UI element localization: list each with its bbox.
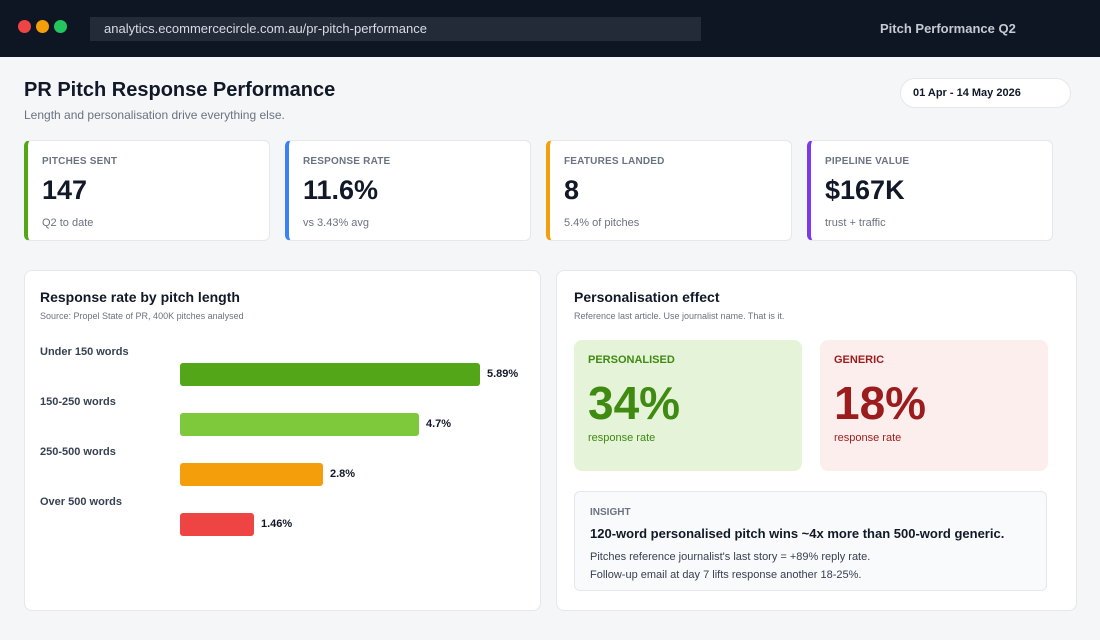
kpi-card-features-landed: FEATURES LANDED 8 5.4% of pitches [546,140,792,241]
personalised-card: PERSONALISED 34% response rate [574,340,802,471]
pitch-length-panel: Response rate by pitch length Source: Pr… [24,270,541,611]
personalisation-panel: Personalisation effect Reference last ar… [556,270,1077,611]
kpi-subtext: Q2 to date [42,217,94,229]
maximize-window-icon[interactable] [54,20,67,33]
kpi-label: RESPONSE RATE [303,156,391,167]
bar [180,413,419,436]
personalised-subtext: response rate [588,432,656,444]
insight-headline: 120-word personalised pitch wins ~4x mor… [590,526,1005,541]
panel-title: Response rate by pitch length [40,289,240,305]
bar-category-label: 150-250 words [40,396,116,408]
kpi-subtext: trust + traffic [825,217,886,229]
kpi-value: 8 [564,175,580,205]
bar [180,463,323,486]
insight-line-1: Pitches reference journalist's last stor… [590,551,871,563]
bar-value-label: 5.89% [487,368,519,380]
insight-box: INSIGHT 120-word personalised pitch wins… [574,491,1047,591]
bar-category-label: 250-500 words [40,446,116,458]
insight-line-2: Follow-up email at day 7 lifts response … [590,569,862,581]
bar-value-label: 2.8% [330,468,356,480]
generic-subtext: response rate [834,432,902,444]
panel-source: Source: Propel State of PR, 400K pitches… [40,311,244,321]
window-title: Pitch Performance Q2 [880,21,1016,36]
browser-topbar: analytics.ecommercecircle.com.au/pr-pitc… [0,0,1100,57]
generic-value: 18% [834,377,927,429]
bar-value-label: 4.7% [426,418,452,430]
kpi-subtext: vs 3.43% avg [303,217,370,229]
panel-title: Personalisation effect [574,289,720,305]
kpi-subtext: 5.4% of pitches [564,217,640,229]
kpi-value: 11.6% [303,175,379,205]
bar-category-label: Over 500 words [40,496,122,508]
address-bar[interactable]: analytics.ecommercecircle.com.au/pr-pitc… [90,17,701,41]
personalised-label: PERSONALISED [588,354,675,366]
bar-value-label: 1.46% [261,518,293,530]
page-title: PR Pitch Response Performance [24,79,336,101]
panel-subtitle: Reference last article. Use journalist n… [574,311,785,321]
personalised-value: 34% [588,377,681,429]
page-subtitle: Length and personalisation drive everyth… [24,108,285,122]
generic-label: GENERIC [834,354,885,366]
bar [180,513,254,536]
kpi-card-pitches-sent: PITCHES SENT 147 Q2 to date [24,140,270,241]
kpi-card-pipeline-value: PIPELINE VALUE $167K trust + traffic [807,140,1053,241]
kpi-value: 147 [42,175,88,205]
date-range-picker[interactable]: 01 Apr - 14 May 2026 [900,78,1071,108]
bar [180,363,480,386]
insight-label: INSIGHT [590,507,631,518]
kpi-label: PIPELINE VALUE [825,156,910,167]
kpi-label: PITCHES SENT [42,156,118,167]
close-window-icon[interactable] [18,20,31,33]
kpi-label: FEATURES LANDED [564,156,665,167]
minimize-window-icon[interactable] [36,20,49,33]
generic-card: GENERIC 18% response rate [820,340,1048,471]
kpi-value: $167K [825,175,905,205]
bar-category-label: Under 150 words [40,346,129,358]
kpi-card-response-rate: RESPONSE RATE 11.6% vs 3.43% avg [285,140,531,241]
